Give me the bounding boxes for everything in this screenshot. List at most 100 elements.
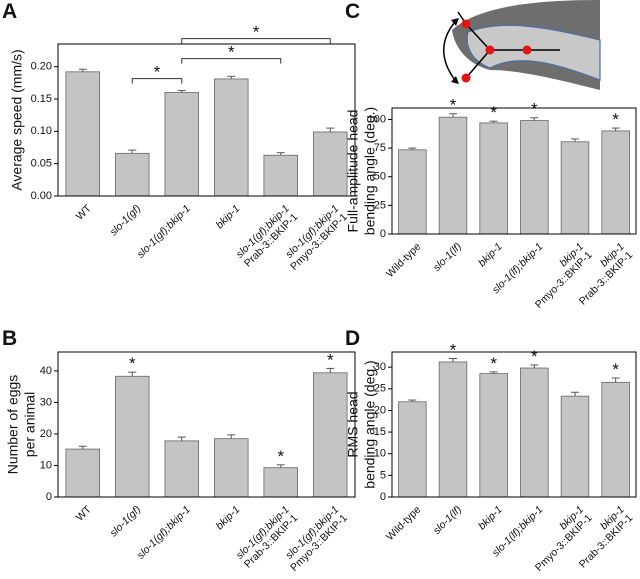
x-tick-label: Wild-type [384,504,424,544]
y-tick-label: 40 [40,365,52,377]
x-tick-label-line: bkip-1 [476,504,505,533]
error-bar [326,127,335,132]
x-tick-label-line: slo-1(gf);bkip-1 [135,203,193,261]
x-tick-label-line: slo-1(gf) [108,203,144,239]
error-bar [128,371,137,377]
panel: B Number of eggs per animal 0 10 20 30 40 WT slo-… [2,327,356,574]
bar [65,71,100,197]
y-tick-label: 20 [374,404,386,416]
significance-star: * [612,360,619,379]
plot-frame [391,351,637,498]
significance-star: * [129,354,136,373]
significance-star: * [490,103,497,122]
x-tick-label-line: slo-1(lf) [431,504,464,537]
error-bar [530,117,539,121]
bar [115,375,150,498]
significance-star: * [531,100,538,119]
bar [479,373,508,498]
y-tick-label: 75 [374,142,386,154]
y-axis-label: Average speed (mm/s) [9,49,25,190]
significance-star: * [253,23,260,42]
x-tick-label: bkip-1 [476,241,505,270]
y-tick-label: 0.05 [31,158,52,170]
head-axis-up [465,23,491,51]
bar [263,154,298,197]
point [522,45,532,55]
bar [115,152,150,197]
significance-bracket [181,58,282,64]
error-bar [78,68,87,72]
x-tick-label-line: WT [74,202,94,222]
significance-bracket [131,78,183,84]
error-bar [276,464,285,468]
error-bar [489,120,498,123]
x-tick-label-line: bkip-1 [476,241,505,270]
error-bar [326,367,335,373]
y-tick-label: 10 [374,448,386,460]
error-bar [489,371,498,374]
error-bar [227,75,236,79]
bar [164,440,199,498]
error-bar [571,138,579,142]
x-tick-label: bkip-1 [214,504,243,533]
significance-star: * [612,110,619,129]
panel: D RMS head bending angle (deg.)0 5 10 15 20 25 3… [345,327,637,574]
bar [520,367,549,498]
plot-frame [391,107,637,235]
bar [214,78,249,197]
bar [520,120,549,235]
head-axis-down [465,49,491,79]
error-bar [408,147,417,150]
x-tick-label-line: bkip-1 [214,504,243,533]
error-bar [276,152,285,156]
x-tick-label: slo-1(gf) [108,504,144,540]
y-axis-label: Full-amplitude head [345,110,361,233]
error-bar [128,149,137,154]
panel-letter: B [2,327,17,350]
y-tick-label: 0 [380,491,386,503]
error-bar [177,436,186,441]
bar [313,131,348,197]
point [485,45,495,55]
y-axis-label: bending angle (deg.) [362,107,378,235]
y-axis-label: Number of eggs [5,375,21,475]
y-axis-label: per animal [22,392,38,457]
y-tick-label: 0 [380,228,386,240]
y-tick-label: 10 [40,459,52,471]
bar [560,141,590,235]
panel-letter: D [345,327,360,350]
x-tick-label: WT [74,202,94,222]
bar [263,467,298,498]
y-tick-label: 0.10 [31,125,52,137]
bar [560,395,590,498]
significance-star: * [531,347,538,366]
error-bar [408,399,417,402]
panel-letter: C [345,0,360,23]
significance-star: * [154,63,161,82]
x-tick-label: slo-1(gf) [108,203,144,239]
x-tick-label: Wild-type [384,241,424,281]
y-tick-label: 50 [374,171,386,183]
significance-star: * [327,350,334,369]
bar [398,149,427,235]
x-tick-label: WT [74,503,94,523]
y-tick-label: 100 [368,113,386,125]
bar [438,116,468,235]
y-tick-label: 0.00 [31,190,52,202]
y-tick-label: 0.20 [31,61,52,73]
panel-letter: A [2,0,17,23]
y-tick-label: 30 [374,361,386,373]
significance-star: * [228,43,235,62]
y-tick-label: 25 [374,383,386,395]
error-bar [571,391,579,397]
bend-arc [443,21,456,81]
bar [479,122,508,235]
bar [313,372,348,498]
y-tick-label: 20 [40,428,52,440]
panel: A Average speed (mm/s) 0.00 0.05 0.10 0.15 0.2… [2,0,356,273]
x-tick-label-line: slo-1(lf) [431,241,464,274]
plot-frame [57,43,356,197]
x-tick-label: bkip-1 [214,203,243,232]
x-tick-label-line: slo-1(gf);bkip-1 [135,504,193,562]
